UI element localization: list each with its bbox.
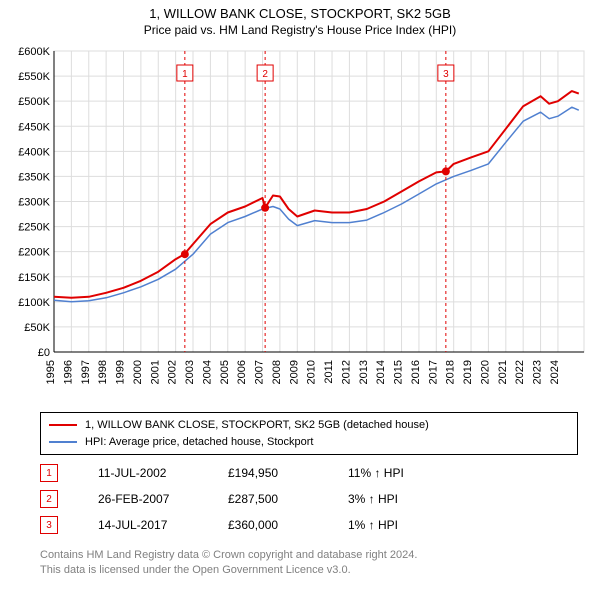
- sale-date: 11-JUL-2002: [98, 466, 228, 480]
- svg-text:2016: 2016: [410, 360, 422, 384]
- svg-text:2019: 2019: [462, 360, 474, 384]
- table-row: 2 26-FEB-2007 £287,500 3% ↑ HPI: [40, 486, 468, 512]
- svg-text:2001: 2001: [149, 360, 161, 384]
- line-chart-svg: £0 £50K £100K £150K £200K £250K £300K £350K £400…: [10, 45, 590, 400]
- svg-text:2002: 2002: [167, 360, 179, 384]
- svg-text:2021: 2021: [497, 360, 509, 384]
- sale-price: £360,000: [228, 518, 348, 532]
- svg-text:2010: 2010: [306, 360, 318, 384]
- svg-text:2022: 2022: [514, 360, 526, 384]
- svg-text:2012: 2012: [340, 360, 352, 384]
- svg-text:2011: 2011: [323, 360, 335, 384]
- chart-title: 1, WILLOW BANK CLOSE, STOCKPORT, SK2 5GB: [0, 0, 600, 21]
- svg-text:2013: 2013: [358, 360, 370, 384]
- sale-marker-1: 1: [40, 464, 58, 482]
- svg-text:2008: 2008: [271, 360, 283, 384]
- svg-text:2000: 2000: [132, 360, 144, 384]
- svg-text:£550K: £550K: [18, 71, 50, 83]
- svg-text:£100K: £100K: [18, 297, 50, 309]
- svg-text:£400K: £400K: [18, 146, 50, 158]
- svg-text:2017: 2017: [427, 360, 439, 384]
- svg-text:1995: 1995: [45, 360, 57, 384]
- svg-text:2024: 2024: [549, 360, 561, 384]
- sale-delta: 11% ↑ HPI: [348, 466, 468, 480]
- chart-subtitle: Price paid vs. HM Land Registry's House …: [0, 21, 600, 37]
- sale-price: £194,950: [228, 466, 348, 480]
- sales-table: 1 11-JUL-2002 £194,950 11% ↑ HPI 2 26-FE…: [40, 460, 468, 538]
- svg-text:2014: 2014: [375, 360, 387, 384]
- svg-text:2005: 2005: [219, 360, 231, 384]
- svg-text:£250K: £250K: [18, 222, 50, 234]
- legend-swatch-property: [49, 424, 77, 426]
- sale-marker-3: 3: [40, 516, 58, 534]
- sale-date: 26-FEB-2007: [98, 492, 228, 506]
- svg-text:£300K: £300K: [18, 197, 50, 209]
- svg-text:1997: 1997: [80, 360, 92, 384]
- svg-text:1996: 1996: [62, 360, 74, 384]
- svg-text:2018: 2018: [445, 360, 457, 384]
- sale-delta: 3% ↑ HPI: [348, 492, 468, 506]
- svg-text:3: 3: [443, 69, 449, 80]
- legend-item-property: 1, WILLOW BANK CLOSE, STOCKPORT, SK2 5GB…: [49, 417, 569, 434]
- svg-text:2015: 2015: [393, 360, 405, 384]
- svg-text:2003: 2003: [184, 360, 196, 384]
- sale-delta: 1% ↑ HPI: [348, 518, 468, 532]
- legend-label-hpi: HPI: Average price, detached house, Stoc…: [85, 434, 314, 451]
- svg-text:£600K: £600K: [18, 46, 50, 58]
- svg-text:£50K: £50K: [24, 322, 50, 334]
- table-row: 1 11-JUL-2002 £194,950 11% ↑ HPI: [40, 460, 468, 486]
- svg-text:2023: 2023: [532, 360, 544, 384]
- sale-marker-2: 2: [40, 490, 58, 508]
- chart-area: £0 £50K £100K £150K £200K £250K £300K £350K £400…: [10, 45, 590, 400]
- svg-text:£150K: £150K: [18, 272, 50, 284]
- legend-swatch-hpi: [49, 441, 77, 443]
- table-row: 3 14-JUL-2017 £360,000 1% ↑ HPI: [40, 512, 468, 538]
- svg-text:£450K: £450K: [18, 121, 50, 133]
- legend-item-hpi: HPI: Average price, detached house, Stoc…: [49, 434, 569, 451]
- attribution-line1: Contains HM Land Registry data © Crown c…: [40, 548, 417, 563]
- svg-text:2007: 2007: [254, 360, 266, 384]
- attribution-line2: This data is licensed under the Open Gov…: [40, 563, 417, 578]
- svg-text:2020: 2020: [479, 360, 491, 384]
- svg-text:1999: 1999: [115, 360, 127, 384]
- svg-text:£200K: £200K: [18, 247, 50, 259]
- sale-date: 14-JUL-2017: [98, 518, 228, 532]
- svg-text:2009: 2009: [288, 360, 300, 384]
- svg-text:£0: £0: [38, 347, 50, 359]
- svg-text:£500K: £500K: [18, 96, 50, 108]
- svg-text:2004: 2004: [201, 360, 213, 384]
- svg-text:2: 2: [262, 69, 268, 80]
- legend-label-property: 1, WILLOW BANK CLOSE, STOCKPORT, SK2 5GB…: [85, 417, 429, 434]
- svg-text:1: 1: [182, 69, 188, 80]
- svg-text:2006: 2006: [236, 360, 248, 384]
- svg-text:£350K: £350K: [18, 171, 50, 183]
- svg-text:1998: 1998: [97, 360, 109, 384]
- attribution: Contains HM Land Registry data © Crown c…: [40, 548, 417, 578]
- sale-price: £287,500: [228, 492, 348, 506]
- legend: 1, WILLOW BANK CLOSE, STOCKPORT, SK2 5GB…: [40, 412, 578, 455]
